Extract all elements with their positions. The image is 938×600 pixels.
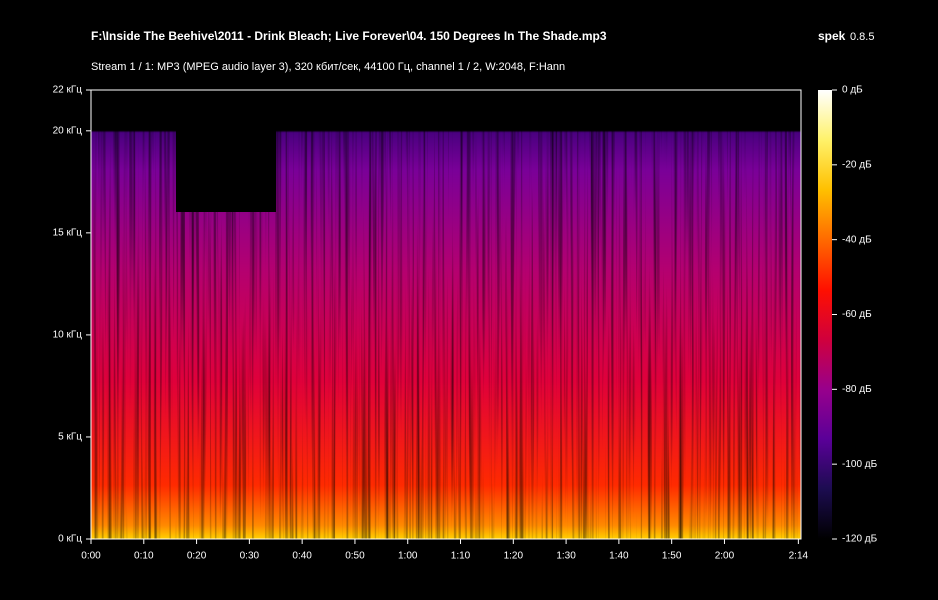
colorbar-tick-label: -60 дБ (842, 309, 872, 320)
spectrogram-texture (91, 90, 801, 539)
colorbar-tick-label: 0 дБ (842, 85, 863, 96)
colorbar (818, 90, 832, 539)
app-name: spek (818, 29, 846, 43)
file-title: F:\Inside The Beehive\2011 - Drink Bleac… (91, 29, 607, 43)
x-tick-label: 0:10 (134, 551, 154, 562)
x-tick-label: 1:00 (398, 551, 418, 562)
colorbar-tick-label: -20 дБ (842, 159, 872, 170)
colorbar-tick-label: -100 дБ (842, 459, 878, 470)
x-tick-label: 2:00 (715, 551, 735, 562)
x-tick-label: 0:50 (345, 551, 365, 562)
app-version: 0.8.5 (850, 31, 874, 43)
x-tick-label: 0:40 (292, 551, 312, 562)
colorbar-tick-label: -40 дБ (842, 234, 872, 245)
x-tick-label: 1:10 (451, 551, 471, 562)
x-tick-label: 1:50 (662, 551, 682, 562)
colorbar-tick-label: -80 дБ (842, 384, 872, 395)
spectrogram-top (91, 90, 801, 130)
y-tick-label: 22 кГц (53, 85, 83, 96)
y-tick-label: 5 кГц (58, 432, 82, 443)
y-tick-label: 15 кГц (53, 228, 83, 239)
y-tick-label: 20 кГц (53, 125, 83, 136)
colorbar-tick-label: -120 дБ (842, 534, 878, 545)
x-tick-label: 0:30 (240, 551, 260, 562)
x-tick-label: 2:14 (789, 551, 809, 562)
x-tick-label: 1:40 (609, 551, 629, 562)
x-tick-label: 0:20 (187, 551, 207, 562)
y-tick-label: 0 кГц (58, 534, 82, 545)
plot-frame (90, 89, 802, 540)
stream-info: Stream 1 / 1: MP3 (MPEG audio layer 3), … (91, 61, 565, 73)
spectrogram (91, 90, 801, 539)
x-tick-label: 1:30 (556, 551, 576, 562)
x-tick-label: 0:00 (81, 551, 101, 562)
y-tick-label: 10 кГц (53, 330, 83, 341)
x-tick-label: 1:20 (504, 551, 524, 562)
